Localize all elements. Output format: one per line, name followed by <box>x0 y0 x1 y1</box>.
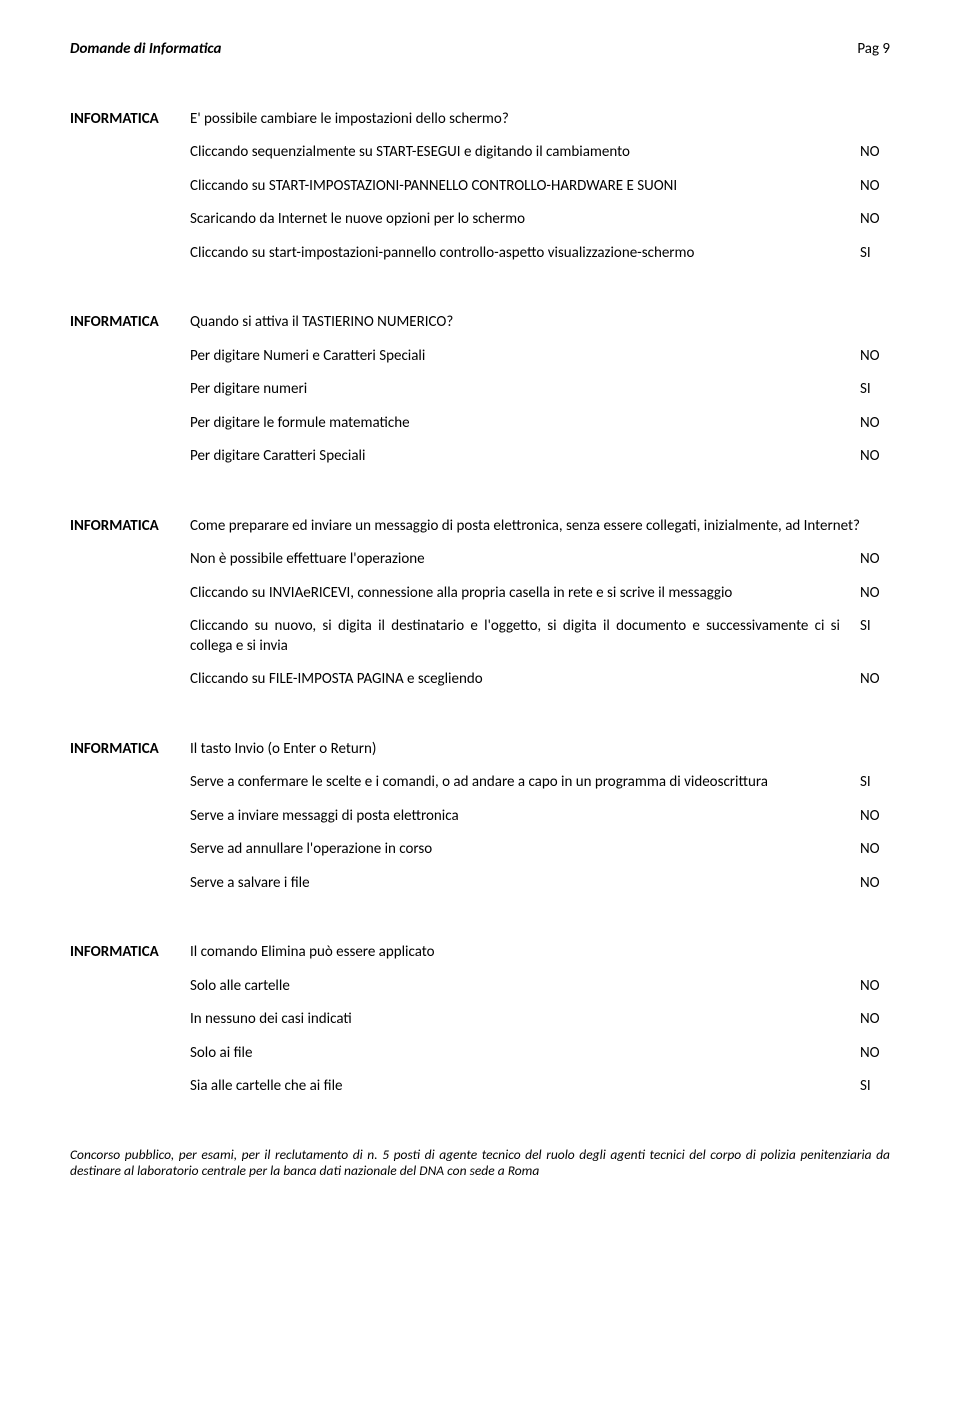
category-label: INFORMATICA <box>70 517 190 704</box>
answer-row: Serve a inviare messaggi di posta elettr… <box>190 807 890 827</box>
answer-text: Serve a inviare messaggi di posta elettr… <box>190 807 860 827</box>
answer-row: Per digitare Caratteri SpecialiNO <box>190 447 890 467</box>
answer-text: Non è possibile effettuare l'operazione <box>190 550 860 570</box>
answer-text: Serve a confermare le scelte e i comandi… <box>190 773 860 793</box>
answer-text: Cliccando sequenzialmente su START-ESEGU… <box>190 143 860 163</box>
answer-text: Solo alle cartelle <box>190 977 860 997</box>
answer-row: Per digitare le formule matematicheNO <box>190 414 890 434</box>
question-block: INFORMATICAIl tasto Invio (o Enter o Ret… <box>70 740 890 908</box>
category-label: INFORMATICA <box>70 313 190 481</box>
answer-row: Serve ad annullare l'operazione in corso… <box>190 840 890 860</box>
answer-flag: NO <box>860 874 890 894</box>
page-number: Pag 9 <box>857 40 890 60</box>
answer-row: Solo ai fileNO <box>190 1044 890 1064</box>
question-block: INFORMATICAIl comando Elimina può essere… <box>70 943 890 1111</box>
answer-row: Cliccando su nuovo, si digita il destina… <box>190 617 890 656</box>
answer-flag: SI <box>860 773 890 793</box>
answer-row: Cliccando su FILE-IMPOSTA PAGINA e scegl… <box>190 670 890 690</box>
answer-text: Solo ai file <box>190 1044 860 1064</box>
answer-text: Serve ad annullare l'operazione in corso <box>190 840 860 860</box>
answer-flag: NO <box>860 977 890 997</box>
answer-flag: SI <box>860 617 890 637</box>
answer-flag: NO <box>860 550 890 570</box>
answer-row: Scaricando da Internet le nuove opzioni … <box>190 210 890 230</box>
answer-row: Cliccando su INVIAeRICEVI, connessione a… <box>190 584 890 604</box>
answer-flag: NO <box>860 807 890 827</box>
answer-row: Cliccando su start-impostazioni-pannello… <box>190 244 890 264</box>
answer-text: Serve a salvare i file <box>190 874 860 894</box>
answer-row: Sia alle cartelle che ai fileSI <box>190 1077 890 1097</box>
answer-row: Cliccando sequenzialmente su START-ESEGU… <box>190 143 890 163</box>
answer-text: Per digitare Numeri e Caratteri Speciali <box>190 347 860 367</box>
question-text: E' possibile cambiare le impostazioni de… <box>190 110 890 130</box>
question-content: Come preparare ed inviare un messaggio d… <box>190 517 890 704</box>
category-label: INFORMATICA <box>70 943 190 1111</box>
question-block: INFORMATICAQuando si attiva il TASTIERIN… <box>70 313 890 481</box>
answer-flag: NO <box>860 210 890 230</box>
footer-text: Concorso pubblico, per esami, per il rec… <box>70 1147 890 1181</box>
answer-flag: NO <box>860 143 890 163</box>
answer-text: Per digitare numeri <box>190 380 860 400</box>
question-block: INFORMATICAE' possibile cambiare le impo… <box>70 110 890 278</box>
answer-flag: NO <box>860 584 890 604</box>
answer-text: Cliccando su START-IMPOSTAZIONI-PANNELLO… <box>190 177 860 197</box>
question-text: Quando si attiva il TASTIERINO NUMERICO? <box>190 313 890 333</box>
answer-text: In nessuno dei casi indicati <box>190 1010 860 1030</box>
page-header: Domande di Informatica Pag 9 <box>70 40 890 60</box>
answer-text: Sia alle cartelle che ai file <box>190 1077 860 1097</box>
answer-row: Non è possibile effettuare l'operazioneN… <box>190 550 890 570</box>
answer-flag: NO <box>860 177 890 197</box>
answer-flag: NO <box>860 1010 890 1030</box>
answer-flag: SI <box>860 244 890 264</box>
answer-flag: SI <box>860 380 890 400</box>
answer-row: Serve a confermare le scelte e i comandi… <box>190 773 890 793</box>
question-content: E' possibile cambiare le impostazioni de… <box>190 110 890 278</box>
answer-text: Cliccando su INVIAeRICEVI, connessione a… <box>190 584 860 604</box>
question-content: Quando si attiva il TASTIERINO NUMERICO?… <box>190 313 890 481</box>
answer-row: Serve a salvare i fileNO <box>190 874 890 894</box>
answer-text: Scaricando da Internet le nuove opzioni … <box>190 210 860 230</box>
answer-row: Solo alle cartelleNO <box>190 977 890 997</box>
answer-row: Per digitare Numeri e Caratteri Speciali… <box>190 347 890 367</box>
question-text: Il tasto Invio (o Enter o Return) <box>190 740 890 760</box>
answer-text: Cliccando su nuovo, si digita il destina… <box>190 617 860 656</box>
answer-text: Cliccando su FILE-IMPOSTA PAGINA e scegl… <box>190 670 860 690</box>
question-text: Come preparare ed inviare un messaggio d… <box>190 517 890 537</box>
answer-flag: NO <box>860 670 890 690</box>
answer-row: Per digitare numeriSI <box>190 380 890 400</box>
category-label: INFORMATICA <box>70 740 190 908</box>
questions-container: INFORMATICAE' possibile cambiare le impo… <box>70 110 890 1111</box>
header-title: Domande di Informatica <box>70 40 221 60</box>
question-text: Il comando Elimina può essere applicato <box>190 943 890 963</box>
answer-flag: NO <box>860 347 890 367</box>
answer-flag: NO <box>860 1044 890 1064</box>
category-label: INFORMATICA <box>70 110 190 278</box>
question-content: Il tasto Invio (o Enter o Return) Serve a… <box>190 740 890 908</box>
question-content: Il comando Elimina può essere applicato S… <box>190 943 890 1111</box>
question-block: INFORMATICACome preparare ed inviare un … <box>70 517 890 704</box>
answer-text: Per digitare Caratteri Speciali <box>190 447 860 467</box>
answer-flag: NO <box>860 447 890 467</box>
answer-flag: SI <box>860 1077 890 1097</box>
answer-row: Cliccando su START-IMPOSTAZIONI-PANNELLO… <box>190 177 890 197</box>
answer-text: Per digitare le formule matematiche <box>190 414 860 434</box>
answer-flag: NO <box>860 840 890 860</box>
answer-flag: NO <box>860 414 890 434</box>
answer-text: Cliccando su start-impostazioni-pannello… <box>190 244 860 264</box>
answer-row: In nessuno dei casi indicatiNO <box>190 1010 890 1030</box>
